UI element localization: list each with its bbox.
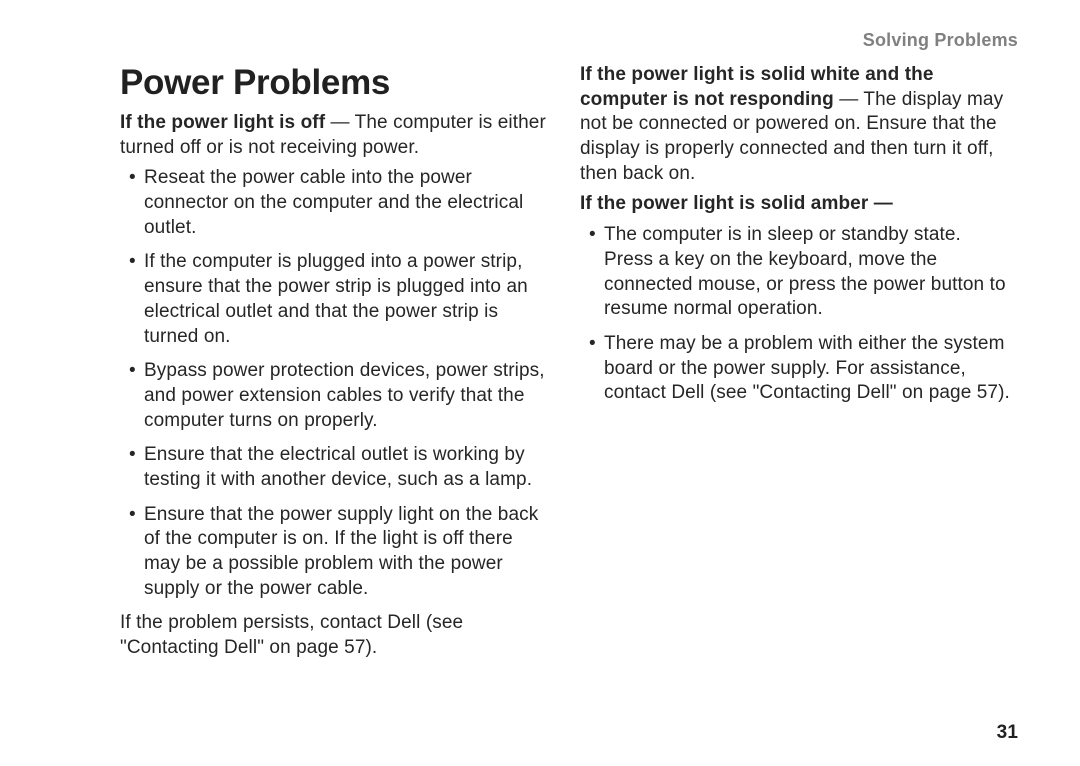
left-column: Power Problems If the power light is off…	[120, 63, 550, 718]
list-item: If the computer is plugged into a power …	[144, 250, 550, 349]
solid-white-paragraph: If the power light is solid white and th…	[580, 63, 1010, 186]
right-bullet-list: The computer is in sleep or standby stat…	[580, 223, 1010, 406]
left-bullet-list: Reseat the power cable into the power co…	[120, 166, 550, 601]
list-item: Reseat the power cable into the power co…	[144, 166, 550, 240]
page-number: 31	[120, 722, 1018, 744]
section-heading: Power Problems	[120, 63, 550, 103]
solid-amber-bold: If the power light is solid amber —	[580, 193, 893, 214]
list-item: Ensure that the power supply light on th…	[144, 503, 550, 602]
two-column-layout: Power Problems If the power light is off…	[120, 63, 1018, 718]
list-item: Bypass power protection devices, power s…	[144, 359, 550, 433]
manual-page: Solving Problems Power Problems If the p…	[0, 0, 1080, 766]
intro-paragraph: If the power light is off — The computer…	[120, 111, 550, 160]
solid-amber-paragraph: If the power light is solid amber —	[580, 192, 1010, 217]
list-item: The computer is in sleep or standby stat…	[604, 223, 1010, 322]
list-item: There may be a problem with either the s…	[604, 332, 1010, 406]
running-head: Solving Problems	[120, 30, 1018, 51]
list-item: Ensure that the electrical outlet is wor…	[144, 443, 550, 492]
intro-bold: If the power light is off	[120, 112, 325, 133]
right-column: If the power light is solid white and th…	[580, 63, 1010, 718]
closing-paragraph: If the problem persists, contact Dell (s…	[120, 611, 550, 660]
